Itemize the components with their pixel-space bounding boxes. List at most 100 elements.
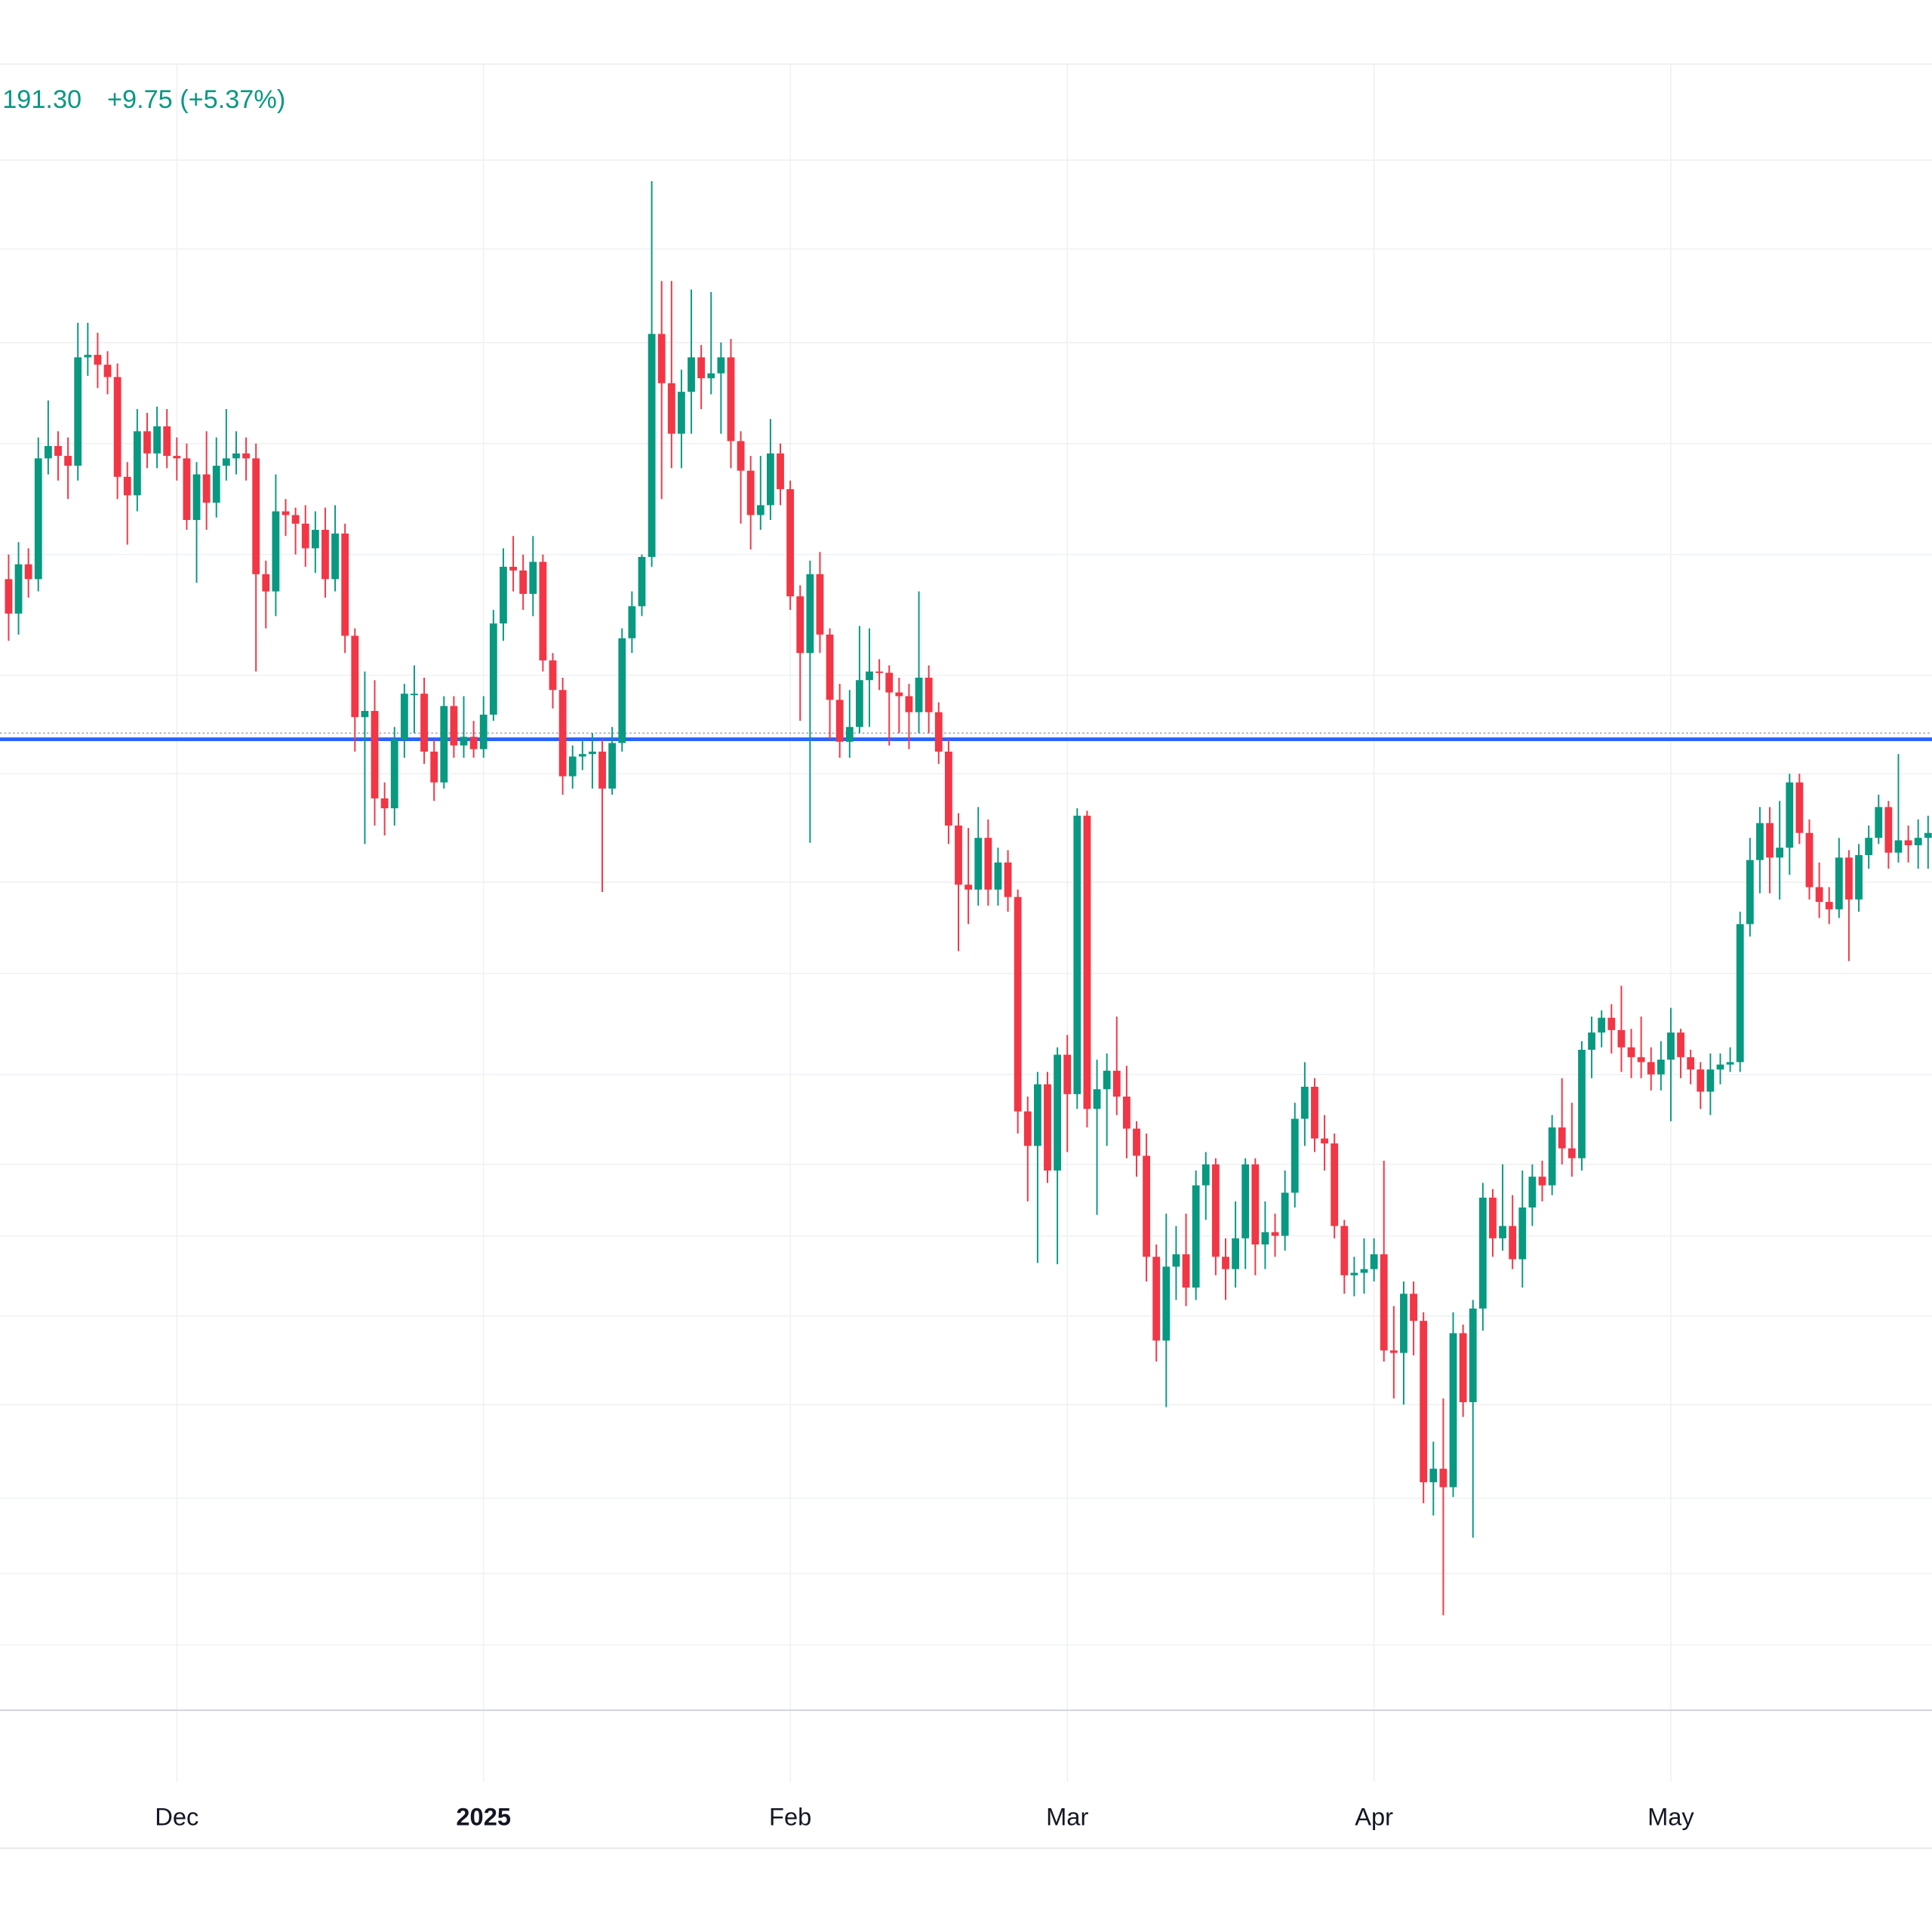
candle-body <box>598 751 606 789</box>
candle-body <box>183 458 191 520</box>
candle-body <box>529 561 537 594</box>
candle-body <box>1736 924 1744 1063</box>
candle-body <box>54 446 62 457</box>
candle-body <box>1499 1226 1506 1238</box>
candle-body <box>1350 1272 1358 1275</box>
candle-body <box>1469 1308 1477 1402</box>
candle-body <box>1805 832 1814 888</box>
price-lines <box>0 732 1932 742</box>
candle-body <box>875 671 884 673</box>
candle-body <box>1558 1127 1566 1149</box>
x-tick-label: Apr <box>1355 1802 1393 1830</box>
candle-body <box>1607 1017 1616 1030</box>
candle-body <box>1726 1062 1734 1065</box>
candle-body <box>1578 1050 1586 1158</box>
candle-body <box>628 606 636 638</box>
candle-body <box>1152 1257 1161 1341</box>
candle-body <box>1548 1127 1556 1186</box>
candle-body <box>1400 1294 1407 1353</box>
candle-body <box>311 530 319 549</box>
candle-body <box>1389 1350 1398 1353</box>
candle-body <box>589 751 596 755</box>
x-tick-label: Feb <box>769 1802 811 1830</box>
candle-body <box>212 466 220 503</box>
candle-body <box>1687 1057 1695 1070</box>
x-tick-label: Mar <box>1046 1802 1088 1830</box>
candle-body <box>1211 1164 1220 1257</box>
candle-body <box>845 727 854 742</box>
candle-body <box>835 700 844 742</box>
candle-body <box>1845 857 1853 900</box>
candle-body <box>934 712 943 752</box>
candle-body <box>331 533 339 580</box>
candle-body <box>688 357 695 392</box>
candle-body <box>371 711 379 798</box>
candle-body <box>568 756 577 777</box>
candle-body <box>608 743 617 789</box>
candle-body <box>767 453 774 506</box>
candle-body <box>272 511 280 592</box>
candle-body <box>500 567 507 624</box>
candle-body <box>94 355 102 365</box>
candle-body <box>1063 1054 1072 1094</box>
candle-body <box>133 431 141 496</box>
candle-body <box>24 564 32 580</box>
candle-body <box>539 561 547 661</box>
candle-body <box>737 441 745 471</box>
candle-body <box>1004 862 1012 897</box>
candle-body <box>1023 1111 1032 1146</box>
candle-body <box>5 579 13 614</box>
x-tick-label: 2025 <box>456 1802 511 1830</box>
candle-body <box>1924 832 1932 838</box>
candle-body <box>866 671 873 681</box>
candle-body <box>1509 1226 1517 1260</box>
candle-body <box>103 365 112 377</box>
candle-body <box>578 754 586 757</box>
candle-body <box>1321 1138 1328 1144</box>
candle-body <box>351 635 359 718</box>
candle-body <box>1429 1469 1438 1483</box>
candle-body <box>1766 823 1774 858</box>
candle-body <box>1637 1057 1645 1063</box>
candle-body <box>657 334 666 383</box>
candle-body <box>1627 1047 1635 1057</box>
candle-body <box>895 692 903 697</box>
candle-body <box>519 570 528 594</box>
candle-body <box>756 505 764 515</box>
candle-body <box>1222 1257 1229 1269</box>
candle-body <box>1865 838 1873 856</box>
close-value: 191.30 <box>2 85 82 114</box>
candle-body <box>1073 815 1081 1094</box>
candle-body <box>44 446 52 459</box>
candle-body <box>1054 1054 1062 1171</box>
candle-body <box>400 694 408 740</box>
candle-body <box>964 884 973 890</box>
candle-body <box>1370 1254 1378 1269</box>
candle-body <box>707 373 715 379</box>
candle-body <box>113 377 122 477</box>
candle-body <box>1459 1333 1467 1402</box>
candle-body <box>262 574 270 592</box>
candle-body <box>806 574 814 654</box>
candle-body <box>638 556 646 607</box>
candle-body <box>777 453 784 490</box>
candle-body <box>1489 1197 1497 1238</box>
candle-body <box>163 426 171 457</box>
candle-body <box>1044 1084 1051 1171</box>
candle-body <box>717 357 725 374</box>
candle-body <box>984 838 992 890</box>
candle-body <box>994 862 1002 890</box>
candle-body <box>786 489 795 597</box>
candle-body <box>1667 1032 1675 1060</box>
candles <box>5 181 1932 1616</box>
time-axis: Dec 2025 Feb Mar Apr May <box>155 1802 1694 1830</box>
candle-body <box>945 751 952 826</box>
candle-body <box>301 523 309 549</box>
candle-body <box>1271 1232 1279 1236</box>
candle-body <box>1835 857 1843 909</box>
candle-body <box>905 696 913 712</box>
candle-body <box>1647 1062 1655 1075</box>
candle-body <box>173 456 181 459</box>
candle-body <box>1538 1177 1546 1186</box>
candle-body <box>1706 1069 1715 1092</box>
